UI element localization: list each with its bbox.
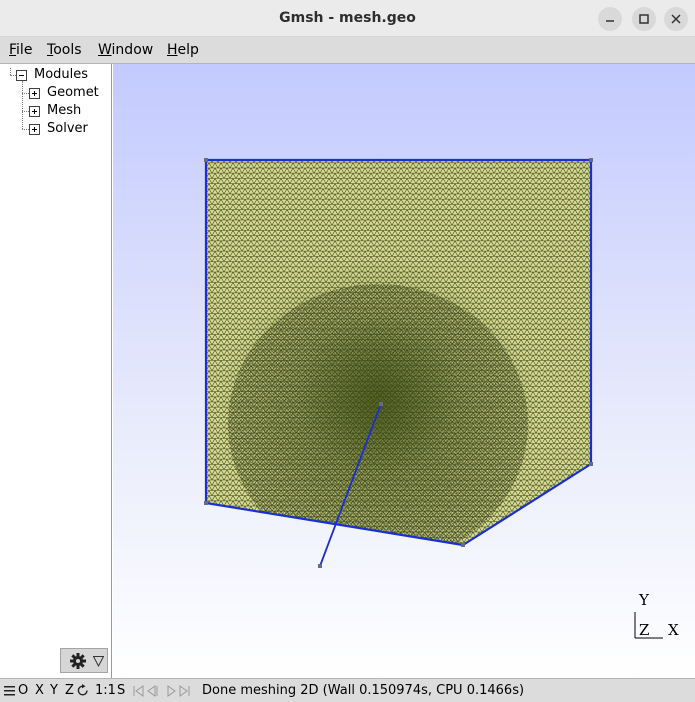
graphics-canvas[interactable]: Y Z X — [113, 64, 695, 678]
menu-tools-rest: ools — [53, 42, 82, 58]
menu-file-mnemonic: F — [9, 42, 17, 58]
tree-item-label: Solver — [47, 121, 88, 136]
menu-window-mnemonic: W — [98, 42, 112, 58]
mesh-surface — [206, 160, 591, 545]
tree-item-geometry[interactable]: Geomet — [29, 85, 112, 103]
menu-bar: File Tools Window Help — [0, 37, 695, 64]
geometry-curves — [204, 158, 593, 567]
menu-file[interactable]: File — [9, 42, 32, 58]
menu-file-rest: ile — [16, 42, 33, 58]
tree-connector — [22, 93, 29, 94]
tree-connector — [22, 129, 29, 130]
close-button[interactable] — [664, 7, 688, 31]
mesh-view: Y Z X — [204, 158, 679, 639]
status-message: Done meshing 2D (Wall 0.150974s, CPU 0.1… — [202, 683, 525, 698]
maximize-button[interactable] — [632, 7, 656, 31]
module-tree: Modules Geomet Mesh Solver — [0, 64, 112, 678]
status-bar: O X Y Z 1:1 S Done meshing 2D (Wall 0.15… — [0, 678, 695, 702]
options-button[interactable] — [60, 648, 108, 673]
menu-help-mnemonic: H — [167, 42, 178, 58]
menu-tools[interactable]: Tools — [47, 42, 82, 58]
expand-icon[interactable] — [29, 124, 40, 135]
menu-window-rest: indow — [111, 42, 154, 58]
axis-x-label: X — [668, 621, 679, 639]
menu-help-rest: elp — [177, 42, 199, 58]
view-x-button[interactable]: X — [35, 683, 44, 698]
menu-hamburger-icon[interactable] — [4, 685, 15, 696]
view-y-button[interactable]: Y — [50, 683, 58, 698]
tree-connector — [22, 81, 23, 129]
tree-item-label: Mesh — [47, 103, 82, 118]
gear-icon — [70, 653, 86, 669]
tree-item-label: Geomet — [47, 85, 99, 100]
menu-window[interactable]: Window — [98, 42, 153, 58]
maximize-icon — [639, 14, 649, 24]
select-button[interactable]: S — [117, 683, 126, 698]
close-icon — [671, 14, 681, 24]
tree-connector — [10, 68, 11, 75]
axis-y-label: Y — [638, 591, 650, 609]
geometry-points — [204, 158, 593, 568]
axis-z-label: Z — [639, 621, 649, 639]
tree-connector — [10, 75, 16, 76]
window-title: Gmsh - mesh.geo — [279, 10, 416, 26]
tree-item-label: Modules — [34, 67, 89, 82]
axes-triad: Y Z X — [634, 591, 679, 639]
rotate-icon[interactable] — [77, 684, 89, 697]
playback-controls-icon[interactable] — [133, 685, 191, 697]
view-z-button[interactable]: Z — [65, 683, 74, 698]
expand-icon[interactable] — [29, 106, 40, 117]
menu-help[interactable]: Help — [167, 42, 199, 58]
title-bar: Gmsh - mesh.geo — [0, 0, 695, 37]
minimize-icon — [606, 20, 614, 22]
dropdown-triangle-icon — [93, 656, 104, 667]
view-origin-button[interactable]: O — [18, 683, 29, 698]
collapse-icon[interactable] — [16, 70, 27, 81]
expand-icon[interactable] — [29, 88, 40, 99]
minimize-button[interactable] — [598, 7, 622, 31]
scale-one-button[interactable]: 1:1 — [95, 683, 116, 698]
tree-connector — [22, 111, 29, 112]
menu-tools-mnemonic: T — [47, 42, 54, 58]
